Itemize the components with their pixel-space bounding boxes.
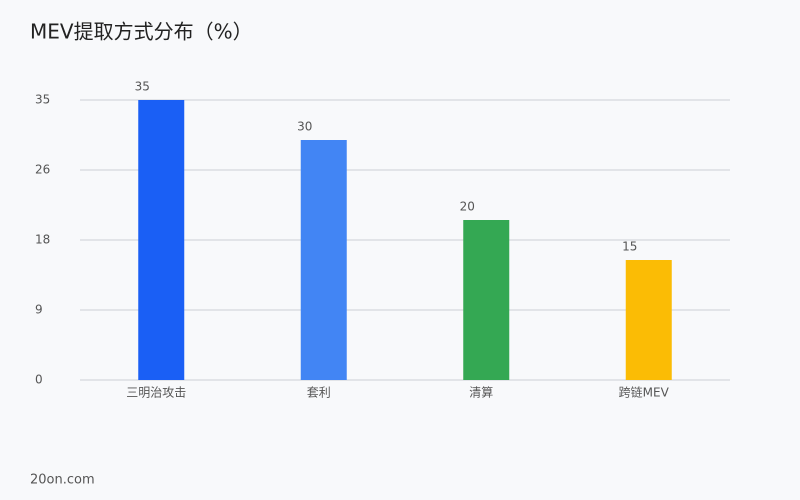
value-label: 15 [622, 240, 637, 254]
bar [625, 260, 672, 380]
y-tick-label: 35 [35, 93, 50, 107]
bar [463, 220, 510, 380]
value-label: 35 [135, 80, 150, 94]
value-label: 30 [297, 120, 312, 134]
source: 20on.com [30, 473, 95, 488]
x-tick-label: 套利 [307, 386, 331, 400]
value-label: 20 [460, 200, 475, 214]
x-tick-label: 三明治攻击 [126, 386, 186, 400]
bar [138, 100, 185, 380]
bar [300, 140, 347, 380]
y-tick-label: 18 [35, 233, 50, 247]
x-tick-label: 清算 [469, 385, 493, 400]
y-tick-label: 0 [35, 373, 43, 387]
chart-title: MEV提取方式分布（%） [30, 20, 253, 44]
y-tick-label: 26 [35, 163, 50, 177]
y-tick-label: 9 [35, 303, 43, 317]
x-tick-label: 跨链MEV [619, 385, 670, 400]
